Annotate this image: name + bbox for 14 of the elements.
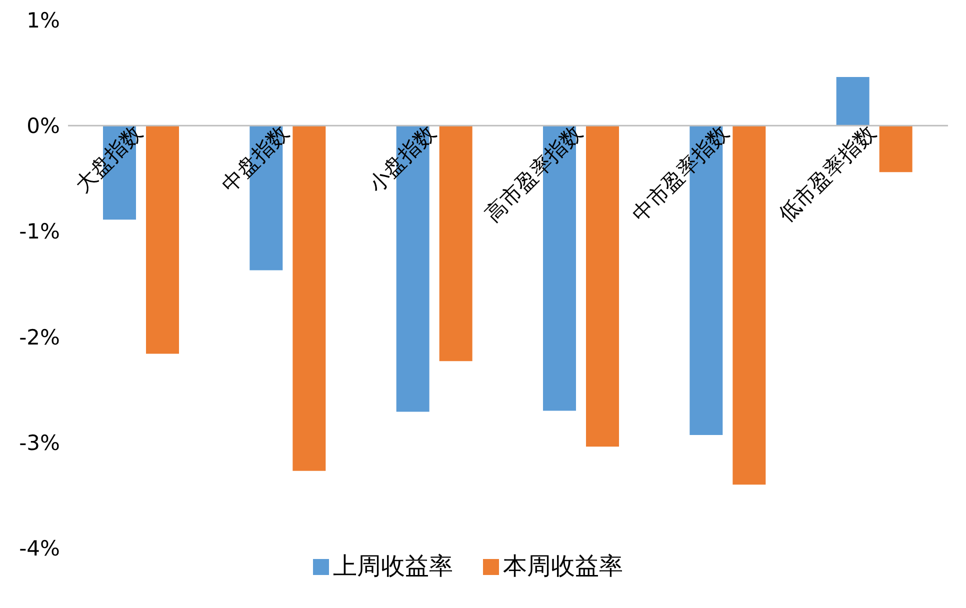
x-tick-label: 中盘指数 — [217, 120, 294, 197]
y-tick-label: 1% — [26, 8, 60, 32]
y-tick-label: -4% — [19, 536, 60, 560]
y-tick-label: 0% — [26, 114, 60, 138]
x-tick-label: 高市盈率指数 — [480, 120, 587, 227]
y-tick-label: -1% — [19, 220, 60, 244]
x-tick-label: 中市盈率指数 — [627, 120, 734, 227]
y-tick-label: -3% — [19, 430, 60, 455]
x-tick-label: 大盘指数 — [70, 120, 147, 197]
y-tick-label: -2% — [19, 325, 60, 350]
x-tick-label: 低市盈率指数 — [774, 120, 880, 227]
x-tick-label: 小盘指数 — [364, 120, 440, 197]
legend-label: 本周收益率 — [503, 552, 623, 580]
legend-label: 上周收益率 — [333, 552, 453, 580]
